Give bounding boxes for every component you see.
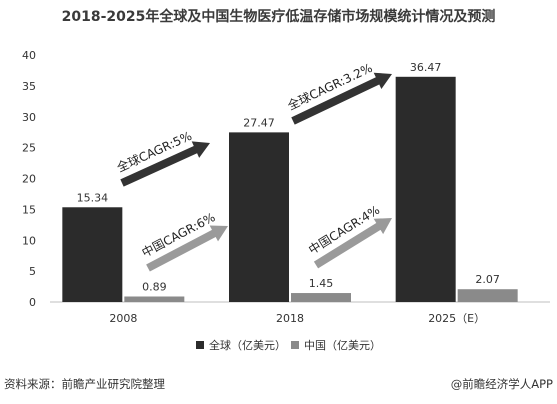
data-label-china: 2.07: [475, 273, 500, 286]
data-label-china: 0.89: [142, 281, 167, 294]
cagr-arrow-china-1-shape: [146, 225, 229, 272]
chart-title: 2018-2025年全球及中国生物医疗低温存储市场规模统计情况及预测: [61, 9, 496, 25]
y-tick-label: 35: [22, 80, 36, 93]
y-tick-label: 40: [22, 49, 36, 62]
cagr-arrow-global-2: 全球CAGR:3.2%: [285, 60, 393, 125]
bar-global: [395, 76, 456, 302]
legend-swatch-global: [196, 341, 204, 349]
y-tick-label: 20: [22, 173, 36, 186]
y-tick-label: 15: [22, 203, 36, 216]
data-label-global: 36.47: [410, 61, 442, 74]
y-tick-label: 5: [29, 265, 36, 278]
cagr-arrow-global-1: 全球CAGR:5%: [114, 128, 211, 187]
brand-label: @前瞻经济学人APP: [450, 377, 553, 391]
data-label-china: 1.45: [309, 277, 334, 290]
x-tick-label: 2018: [276, 312, 304, 325]
x-tick-label: 2025（E）: [428, 312, 485, 325]
bar-global: [62, 207, 123, 302]
source-note: 资料来源：前瞻产业研究院整理: [4, 377, 165, 391]
cagr-arrow-china-2-shape: [313, 218, 392, 269]
x-tick-label: 2008: [109, 312, 137, 325]
cagr-arrow-global-1-shape: [120, 141, 211, 187]
y-tick-label: 0: [29, 296, 36, 309]
legend-label-global: 全球（亿美元）: [209, 338, 286, 352]
legend-swatch-china: [291, 341, 299, 349]
bar-china: [124, 296, 185, 302]
cagr-arrow-global-2-shape: [291, 72, 393, 125]
legend-label-china: 中国（亿美元）: [304, 339, 381, 352]
cagr-arrow-china-2: 中国CAGR:4%: [306, 202, 392, 269]
data-label-global: 15.34: [77, 191, 109, 204]
y-tick-label: 10: [22, 234, 36, 247]
data-label-global: 27.47: [243, 116, 275, 129]
bar-global: [229, 132, 289, 302]
bar-china: [291, 293, 351, 302]
bar-china: [457, 289, 518, 302]
cagr-arrow-china-1: 中国CAGR:6%: [139, 209, 229, 272]
y-tick-label: 25: [22, 142, 36, 155]
y-tick-label: 30: [22, 111, 36, 124]
